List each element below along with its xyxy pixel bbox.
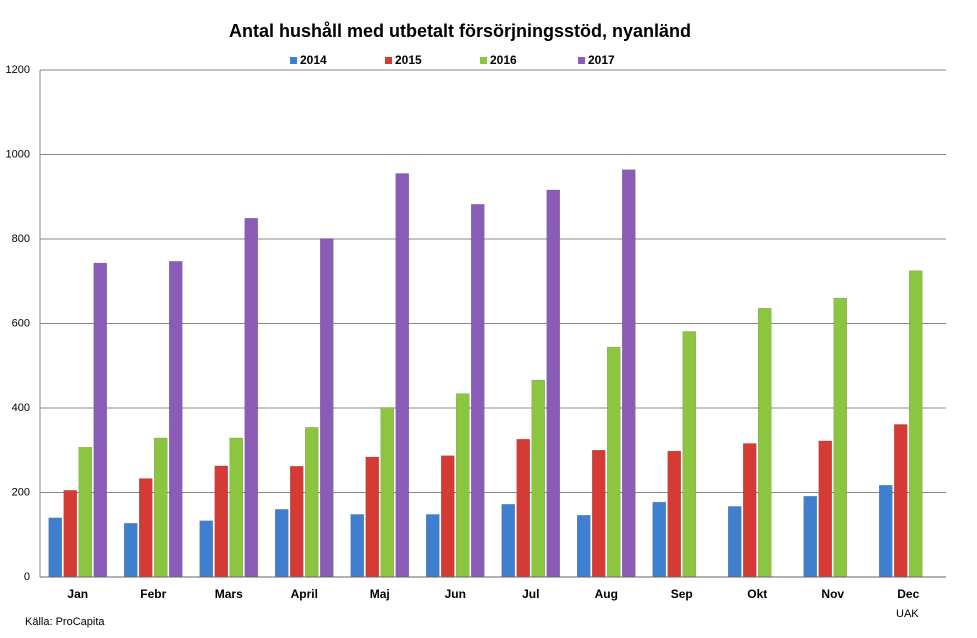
legend-swatch	[578, 57, 585, 64]
bar	[380, 407, 394, 578]
x-tick-label: Okt	[747, 587, 767, 601]
bar	[320, 238, 334, 578]
bar	[667, 450, 681, 578]
bar	[622, 169, 636, 578]
bar	[456, 393, 470, 578]
bar	[169, 261, 183, 578]
legend-label: 2016	[490, 53, 517, 67]
legend-label: 2017	[588, 53, 615, 67]
x-tick-label: Aug	[595, 587, 618, 601]
bar	[154, 437, 168, 578]
chart-title: Antal hushåll med utbetalt försörjningss…	[229, 21, 691, 41]
bar	[758, 308, 772, 578]
x-tick-label: Jan	[67, 587, 88, 601]
x-tick-label: Jun	[445, 587, 466, 601]
bar	[350, 514, 364, 578]
bar	[93, 262, 107, 578]
bar	[894, 424, 908, 578]
bar	[471, 204, 485, 578]
y-tick-label: 1200	[6, 64, 30, 76]
bar	[441, 455, 455, 578]
y-tick-label: 400	[12, 402, 30, 414]
legend-label: 2015	[395, 53, 422, 67]
bar	[365, 456, 379, 578]
bar	[275, 509, 289, 578]
bar	[305, 427, 319, 578]
bar	[803, 496, 817, 578]
bar	[229, 437, 243, 578]
y-tick-label: 1000	[6, 148, 30, 160]
bar	[501, 504, 515, 578]
bar	[546, 189, 560, 578]
bar	[78, 447, 92, 578]
bar	[199, 520, 213, 578]
legend-swatch	[480, 57, 487, 64]
bar	[743, 443, 757, 578]
bar	[531, 379, 545, 578]
x-tick-label: Dec	[897, 587, 919, 601]
x-tick-label: Mars	[215, 587, 243, 601]
legend-swatch	[385, 57, 392, 64]
bar	[214, 465, 228, 578]
bar	[728, 506, 742, 578]
x-tick-label: Jul	[522, 587, 539, 601]
bar	[909, 270, 923, 578]
x-tick-label: Sep	[671, 587, 693, 601]
bar	[879, 485, 893, 578]
bar	[395, 173, 409, 578]
bar	[652, 501, 666, 578]
x-tick-label: Febr	[140, 587, 166, 601]
bar	[124, 523, 138, 578]
source: Källa: ProCapita	[25, 616, 105, 628]
x-tick-label: April	[291, 587, 318, 601]
legend-label: 2014	[300, 53, 327, 67]
bar	[592, 450, 606, 578]
x-tick-label: Maj	[370, 587, 390, 601]
bar	[833, 297, 847, 578]
bar	[139, 478, 153, 578]
y-tick-label: 200	[12, 486, 30, 498]
y-tick-label: 800	[12, 233, 30, 245]
bar	[516, 439, 530, 578]
x-tick-label: Nov	[821, 587, 844, 601]
y-tick-label: 0	[24, 571, 30, 583]
legend-swatch	[290, 57, 297, 64]
bar	[290, 466, 304, 578]
bar	[48, 517, 62, 578]
bar	[818, 440, 832, 578]
note: UAK	[896, 608, 919, 620]
bar	[426, 514, 440, 578]
bar	[63, 490, 77, 578]
bar	[682, 331, 696, 578]
y-tick-label: 600	[12, 317, 30, 329]
bar	[244, 218, 258, 578]
bar	[577, 515, 591, 578]
bar	[607, 346, 621, 578]
